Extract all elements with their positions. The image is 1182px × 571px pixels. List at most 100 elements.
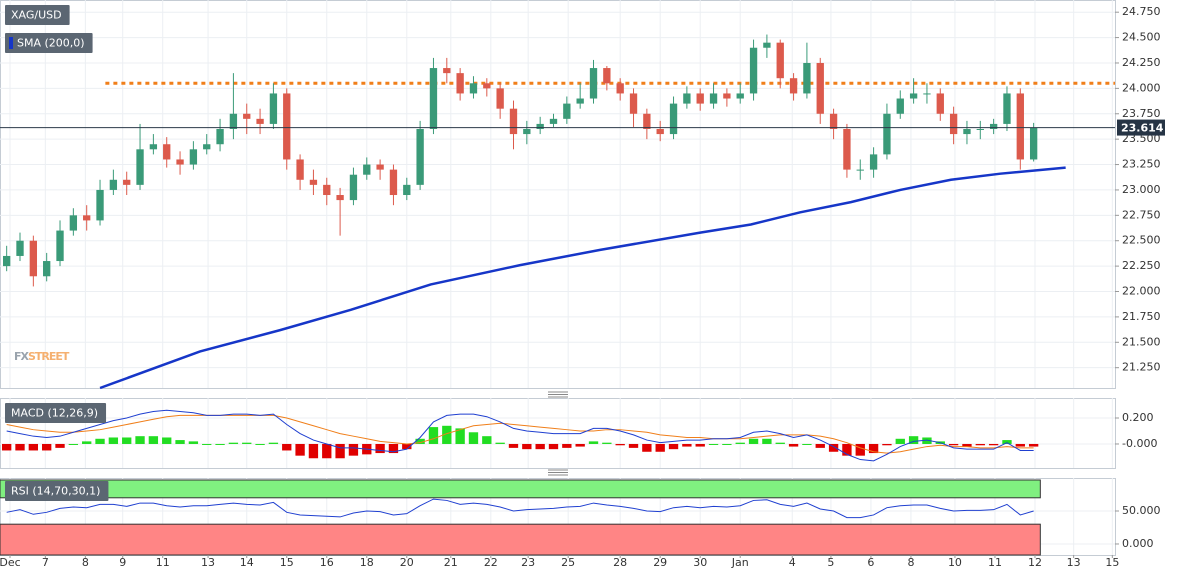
x-tick-label: 21 bbox=[444, 556, 458, 569]
histogram-bar bbox=[708, 443, 719, 445]
histogram-bar bbox=[788, 443, 799, 447]
histogram-bar bbox=[28, 443, 39, 451]
x-tick-label: 9 bbox=[119, 556, 126, 569]
histogram-bar bbox=[175, 440, 185, 444]
candle-body bbox=[136, 149, 144, 185]
candle-body bbox=[576, 98, 584, 104]
x-tick-label: 5 bbox=[827, 556, 834, 569]
candle-body bbox=[949, 113, 958, 135]
histogram-bar bbox=[748, 438, 759, 444]
histogram-bar bbox=[255, 443, 265, 445]
candle-body bbox=[176, 159, 184, 165]
histogram-bar bbox=[948, 443, 959, 446]
oversold-band bbox=[0, 523, 1041, 556]
legend-label: RSI (14,70,30,1) bbox=[11, 485, 100, 498]
x-tick-label: 15 bbox=[280, 556, 294, 569]
histogram-bar bbox=[468, 432, 479, 444]
histogram-bar bbox=[842, 443, 852, 456]
candle-body bbox=[643, 113, 651, 129]
x-tick-label: 18 bbox=[360, 556, 374, 569]
histogram-bar bbox=[215, 443, 225, 445]
legend-label: MACD (12,26,9) bbox=[11, 407, 98, 420]
candle-body bbox=[29, 240, 38, 277]
x-tick-label: 16 bbox=[320, 556, 334, 569]
histogram-bar bbox=[15, 443, 25, 451]
histogram-bar bbox=[1015, 443, 1025, 447]
y-tick-label: 0.200 bbox=[1122, 411, 1154, 424]
histogram-bar bbox=[988, 443, 999, 446]
candle-body bbox=[256, 118, 264, 124]
candle-body bbox=[3, 255, 11, 267]
legend-swatch bbox=[9, 37, 13, 49]
watermark-fx: FX bbox=[14, 350, 30, 363]
macd-line bbox=[6, 409, 1034, 462]
x-tick-label: 29 bbox=[653, 556, 667, 569]
histogram-bar bbox=[242, 442, 252, 444]
candle-body bbox=[416, 128, 424, 185]
candle-body bbox=[483, 83, 491, 89]
watermark-street: STREET bbox=[28, 350, 70, 363]
panel-frame bbox=[0, 0, 1116, 389]
candle-body bbox=[163, 144, 171, 160]
watermark: FXSTREET bbox=[14, 350, 70, 363]
candle-body bbox=[709, 93, 718, 104]
candle-body bbox=[749, 47, 758, 94]
histogram-bar bbox=[162, 437, 172, 444]
candle-body bbox=[989, 123, 998, 129]
candle-body bbox=[723, 93, 731, 99]
histogram-bar bbox=[508, 443, 519, 448]
candle-body bbox=[976, 128, 984, 130]
histogram-bar bbox=[495, 442, 505, 444]
candle-body bbox=[523, 128, 531, 135]
candle-body bbox=[1029, 127, 1038, 160]
y-tick-label: 21.250 bbox=[1122, 361, 1161, 374]
x-tick-label: 13 bbox=[201, 556, 215, 569]
legend-box bbox=[5, 481, 109, 501]
y-tick-label: 24.750 bbox=[1122, 5, 1161, 18]
candle-body bbox=[1016, 93, 1024, 160]
candle-body bbox=[203, 144, 211, 150]
candle-body bbox=[963, 128, 971, 135]
histogram-bar bbox=[628, 443, 639, 448]
x-tick-label: 28 bbox=[613, 556, 627, 569]
x-tick-label: 15 bbox=[1105, 556, 1119, 569]
x-tick-label: 12 bbox=[1028, 556, 1042, 569]
candle-body bbox=[43, 261, 51, 277]
histogram-bar bbox=[295, 443, 305, 456]
x-tick-label: 20 bbox=[400, 556, 414, 569]
sma-line bbox=[99, 166, 1066, 390]
histogram-bar bbox=[868, 443, 879, 454]
candle-body bbox=[443, 68, 451, 74]
y-tick-label: 0.000 bbox=[1122, 537, 1154, 550]
histogram-bar bbox=[655, 443, 665, 452]
histogram-bar bbox=[962, 443, 972, 447]
candle-body bbox=[629, 93, 638, 114]
candle-body bbox=[856, 169, 864, 171]
histogram-bar bbox=[588, 441, 599, 444]
x-tick-label: 14 bbox=[240, 556, 254, 569]
candle-body bbox=[736, 93, 744, 99]
histogram-bar bbox=[908, 436, 919, 444]
histogram-bar bbox=[575, 443, 585, 447]
histogram-bar bbox=[202, 443, 212, 445]
histogram-bar bbox=[482, 436, 492, 444]
candle-body bbox=[816, 62, 824, 114]
candle-body bbox=[469, 83, 478, 94]
x-tick-label: 8 bbox=[82, 556, 89, 569]
candle-body bbox=[776, 42, 784, 79]
x-tick-label: 11 bbox=[988, 556, 1002, 569]
histogram-bar bbox=[42, 443, 52, 451]
y-tick-label: 23.250 bbox=[1122, 158, 1161, 171]
x-tick-label: 7 bbox=[42, 556, 49, 569]
histogram-bar bbox=[682, 443, 692, 447]
histogram-bar bbox=[388, 443, 399, 454]
y-tick-label: -0.000 bbox=[1122, 437, 1157, 450]
histogram-bar bbox=[415, 438, 425, 444]
histogram-bar bbox=[815, 443, 825, 448]
candle-body bbox=[296, 159, 304, 180]
candle-body bbox=[536, 123, 544, 129]
histogram-bar bbox=[55, 443, 65, 448]
histogram-bar bbox=[348, 443, 359, 456]
histogram-bar bbox=[615, 443, 625, 446]
